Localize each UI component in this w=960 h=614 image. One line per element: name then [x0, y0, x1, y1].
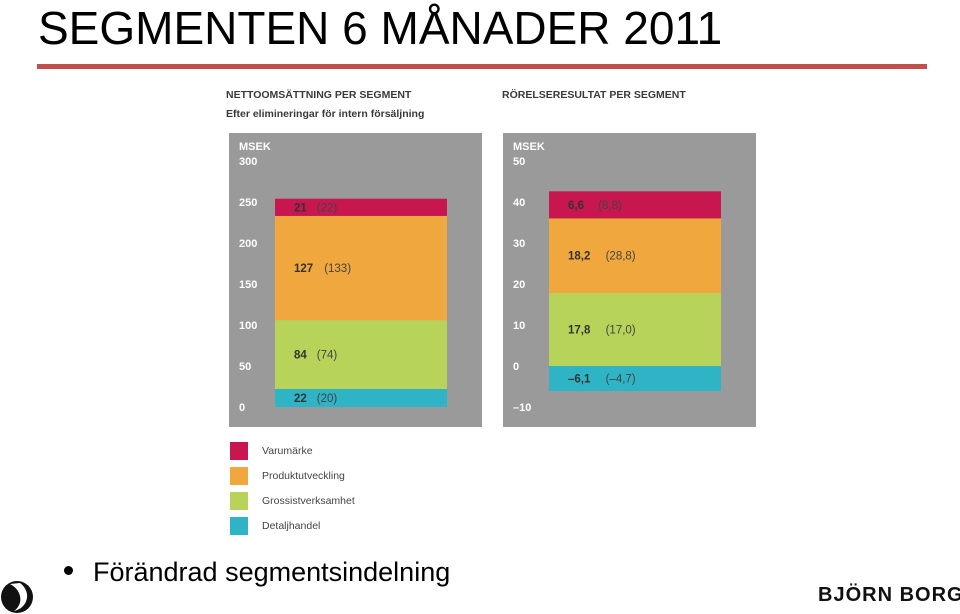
legend-item-produktutveckling: Produktutveckling [230, 467, 470, 487]
prior-value-label: (28,8) [606, 251, 636, 263]
title-divider [37, 64, 927, 69]
bar-segment-grossistverksamhet [549, 293, 721, 366]
legend-label-detaljhandel: Detaljhandel [262, 520, 321, 532]
data-label: 18,2 [568, 251, 590, 263]
chart-1-tick-label: 100 [239, 320, 257, 332]
prior-value-label: (22) [317, 202, 338, 214]
chart-2-tick-label: –10 [513, 402, 531, 414]
chart-1-tick-label: 50 [239, 361, 251, 373]
chart-1-unit-label: MSEK [239, 141, 271, 153]
chart-2-tick-label: 20 [513, 279, 525, 291]
prior-value-label: (74) [317, 350, 338, 362]
legend-item-varumarke: Varumärke [230, 442, 470, 462]
data-label: –6,1 [568, 374, 591, 386]
operating-result-chart: MSEK –10 0 10 20 30 40 50 –6,1 (–4,7) 17,8 (17,0) 18… [503, 133, 756, 427]
legend-item-detaljhandel: Detaljhandel [230, 517, 470, 537]
brand-name: BJÖRN BORG [818, 584, 960, 606]
chart-2-tick-label: 0 [513, 361, 519, 373]
chart-2-tick-label: 40 [513, 197, 525, 209]
legend-label-grossistverksamhet: Grossistverksamhet [262, 495, 355, 507]
prior-value-label: (17,0) [606, 325, 636, 337]
prior-value-label: (20) [317, 393, 338, 405]
data-label: 22 [294, 393, 307, 405]
legend-swatch-grossistverksamhet [230, 492, 248, 510]
chart-1-subtitle: Efter elimineringar för intern försäljni… [226, 108, 425, 120]
prior-value-label: (–4,7) [606, 374, 636, 386]
legend-item-grossistverksamhet: Grossistverksamhet [230, 492, 470, 512]
legend-swatch-detaljhandel [230, 517, 248, 535]
bullet-point [64, 566, 73, 575]
data-label: 17,8 [568, 325, 591, 337]
brand-logo-icon [1, 581, 33, 613]
legend-label-produktutveckling: Produktutveckling [262, 470, 345, 482]
bar-segment-varumarke [549, 191, 721, 219]
chart-2-title: RÖRELSERESULTAT PER SEGMENT [502, 89, 686, 101]
chart-2-tick-label: 30 [513, 238, 525, 250]
slide-title: SEGMENTEN 6 MÅNADER 2011 [38, 2, 723, 54]
chart-1-tick-label: 250 [239, 197, 257, 209]
bar-segment-detaljhandel [275, 388, 447, 407]
bar-segment-varumarke [275, 198, 447, 216]
data-label: 127 [294, 263, 313, 275]
data-label: 6,6 [568, 200, 584, 212]
net-sales-chart: MSEK 0 50 100 150 200 250 300 22 (20) 84 (74) 127 (13… [229, 133, 482, 427]
bar-segment-grossistverksamhet [275, 320, 447, 389]
chart-2-tick-label: 50 [513, 156, 525, 168]
prior-value-label: (133) [324, 263, 351, 275]
chart-1-tick-label: 0 [239, 402, 245, 414]
legend-label-varumarke: Varumärke [262, 445, 313, 457]
chart-1-tick-label: 200 [239, 238, 257, 250]
data-label: 21 [294, 202, 307, 214]
chart-1-tick-label: 300 [239, 156, 257, 168]
chart-1-title: NETTOOMSÄTTNING PER SEGMENT [226, 89, 412, 101]
chart-2-tick-label: 10 [513, 320, 525, 332]
prior-value-label: (8,8) [598, 200, 622, 212]
chart-2-unit-label: MSEK [513, 141, 545, 153]
bar-segment-produktutveckling [275, 215, 447, 321]
legend-swatch-varumarke [230, 442, 248, 460]
bar-segment-detaljhandel [549, 366, 721, 392]
legend-swatch-produktutveckling [230, 467, 248, 485]
data-label: 84 [294, 350, 307, 362]
bullet-text: Förändrad segmentsindelning [93, 557, 451, 587]
bar-segment-produktutveckling [549, 218, 721, 294]
chart-1-tick-label: 150 [239, 279, 257, 291]
